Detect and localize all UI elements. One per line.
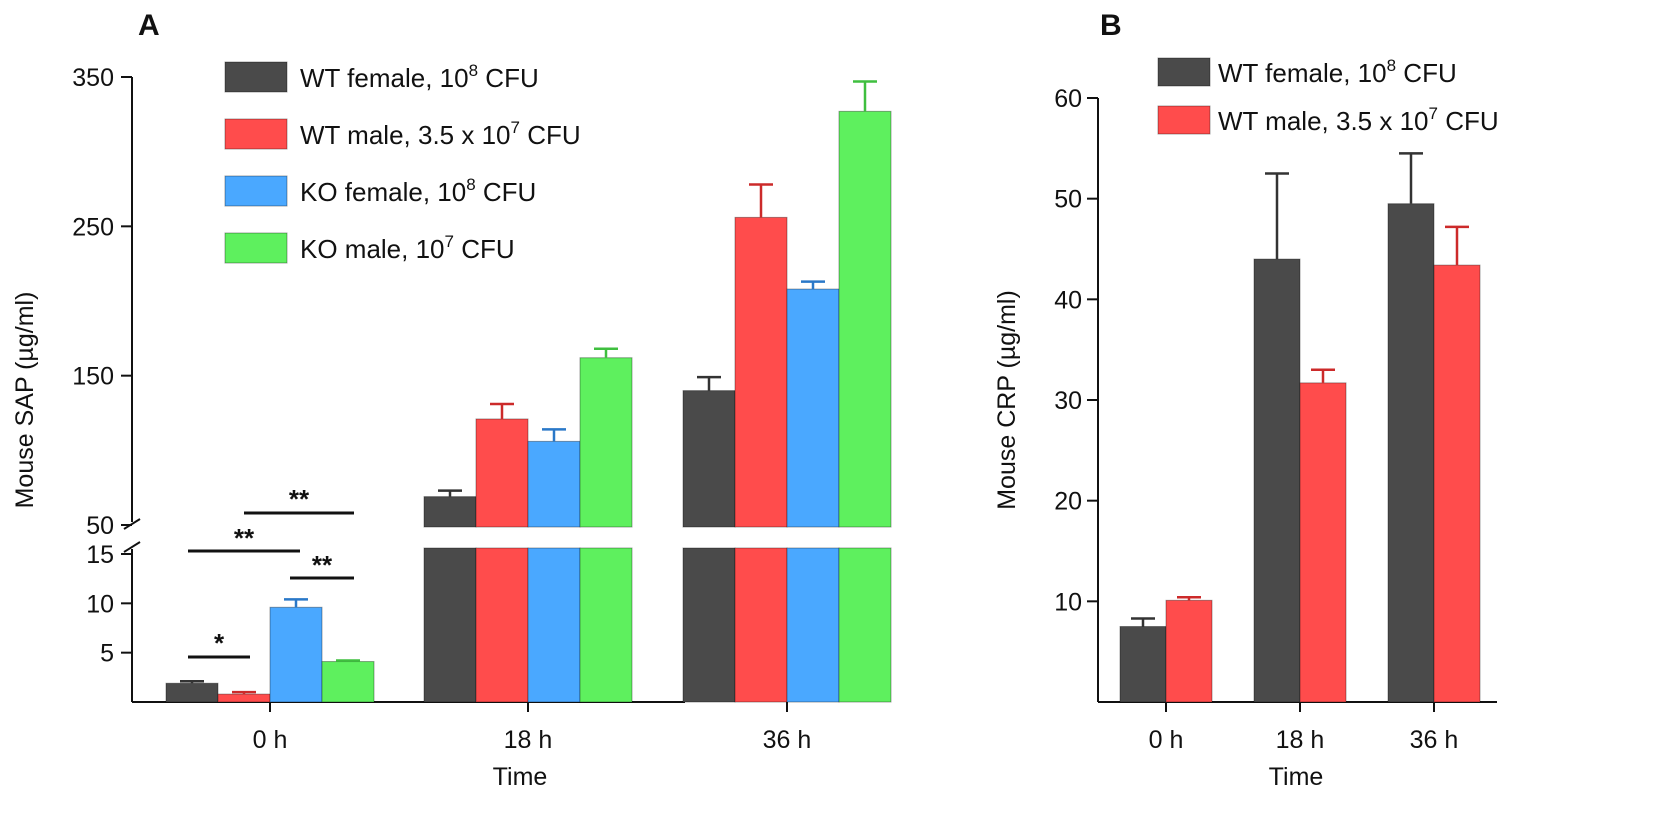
crp-errorbar-wt-male-36-h: [1445, 225, 1469, 266]
panel-a-ytick-label: 50: [86, 512, 114, 540]
errorbar-wt-male-18-h: [490, 402, 514, 419]
panel-b-ytick-label: 30: [1054, 387, 1082, 415]
panel-b-legend-swatch-wt-female: [1157, 57, 1211, 87]
bar-wt-female-0-h: [165, 682, 219, 703]
panel-b-ytick-label: 50: [1054, 186, 1082, 214]
bar-ko-male-18-h-lower: [579, 547, 633, 703]
bar-ko-female-18-h-upper: [527, 440, 581, 528]
panel-b-ytick-label: 20: [1054, 488, 1082, 516]
panel-b-ytick-label: 10: [1054, 588, 1082, 616]
bar-wt-female-36-h-upper: [682, 390, 736, 528]
crp-errorbar-wt-male-18-h: [1311, 368, 1335, 383]
bar-wt-female-18-h-lower: [423, 547, 477, 703]
errorbar-ko-female-0-h: [284, 598, 308, 608]
panel-a-xtick-label: 36 h: [763, 726, 812, 754]
bar-wt-female-36-h-lower: [682, 547, 736, 703]
panel-a-ytick-label: 5: [100, 640, 114, 668]
bar-ko-female-36-h-lower: [786, 547, 840, 703]
legend-swatch-ko-male: [224, 232, 288, 264]
crp-errorbar-wt-female-36-h: [1399, 152, 1423, 204]
panel-a-label: A: [138, 9, 160, 42]
panel-b-ylabel: Mouse CRP (µg/ml): [993, 290, 1021, 510]
panel-b-xlabel: Time: [1269, 763, 1324, 791]
panel-a-xlabel: Time: [493, 763, 548, 791]
significance-marker: **: [312, 550, 333, 580]
panel-b-legend-swatch-wt-male: [1157, 105, 1211, 135]
errorbar-ko-male-36-h: [853, 80, 877, 112]
crp-bar-wt-male-0-h: [1165, 599, 1213, 703]
errorbar-ko-male-18-h: [594, 347, 618, 358]
panel-b-ytick-label: 40: [1054, 286, 1082, 314]
legend-label-wt-female: WT female, 108 CFU: [300, 61, 539, 93]
bar-wt-male-36-h-upper: [734, 216, 788, 528]
errorbar-wt-male-36-h: [749, 183, 773, 218]
bar-wt-male-36-h-lower: [734, 547, 788, 703]
errorbar-wt-female-0-h: [180, 680, 204, 684]
panel-a-ylabel: Mouse SAP (µg/ml): [11, 292, 39, 509]
significance-marker: **: [234, 523, 255, 553]
errorbar-wt-female-36-h: [697, 375, 721, 391]
errorbar-wt-male-0-h: [232, 690, 256, 695]
legend-label-wt-male: WT male, 3.5 x 107 CFU: [300, 118, 581, 150]
panel-a-xtick-label: 18 h: [504, 726, 553, 754]
panel-a-axis-break-mark: [123, 518, 141, 553]
significance-marker: *: [214, 628, 225, 658]
errorbar-ko-female-36-h: [801, 280, 825, 290]
panel-a-ytick-label: 250: [72, 213, 114, 241]
panel-a-ytick-label: 15: [86, 541, 114, 569]
panel-b-xtick-label: 0 h: [1149, 726, 1184, 754]
panel-a-ytick-label: 350: [72, 64, 114, 92]
crp-bar-wt-male-36-h: [1433, 264, 1481, 703]
bar-ko-male-36-h-upper: [838, 110, 892, 528]
crp-errorbar-wt-female-0-h: [1131, 617, 1155, 627]
legend-swatch-ko-female: [224, 175, 288, 207]
panel-a-ytick-label: 150: [72, 363, 114, 391]
panel-a-xtick-label: 0 h: [253, 726, 288, 754]
panel-b-xtick-label: 18 h: [1276, 726, 1325, 754]
panel-a-ytick-label: 10: [86, 590, 114, 618]
legend-label-ko-male: KO male, 107 CFU: [300, 232, 515, 264]
bar-ko-male-18-h-upper: [579, 357, 633, 528]
legend-swatch-wt-female: [224, 61, 288, 93]
bar-wt-male-18-h-upper: [475, 418, 529, 528]
bar-wt-male-18-h-lower: [475, 547, 529, 703]
crp-bar-wt-female-18-h: [1253, 258, 1301, 703]
crp-bar-wt-female-36-h: [1387, 203, 1435, 703]
bar-wt-female-18-h-upper: [423, 496, 477, 528]
panel-b-legend-label-wt-male: WT male, 3.5 x 107 CFU: [1218, 104, 1499, 136]
bar-wt-male-0-h: [217, 693, 271, 703]
bar-ko-female-36-h-upper: [786, 288, 840, 528]
crp-errorbar-wt-male-0-h: [1177, 596, 1201, 601]
legend-label-ko-female: KO female, 108 CFU: [300, 175, 536, 207]
panel-b-ytick-label: 60: [1054, 85, 1082, 113]
crp-errorbar-wt-female-18-h: [1265, 172, 1289, 260]
crp-bar-wt-female-0-h: [1119, 626, 1167, 703]
panel-b-label: B: [1100, 9, 1122, 42]
significance-marker: **: [289, 484, 310, 514]
legend-swatch-wt-male: [224, 118, 288, 150]
bar-ko-male-36-h-lower: [838, 547, 892, 703]
panel-b-plot: 10 20 30 40 50 60 0 h 18 h 36 h WT female, 108 CF…: [1054, 56, 1498, 754]
crp-bar-wt-male-18-h: [1299, 382, 1347, 703]
bar-ko-female-18-h-lower: [527, 547, 581, 703]
bar-ko-male-0-h: [321, 661, 375, 703]
errorbar-ko-female-18-h: [542, 428, 566, 442]
errorbar-ko-male-0-h: [336, 659, 360, 662]
bar-ko-female-0-h: [269, 606, 323, 703]
errorbar-wt-female-18-h: [438, 489, 462, 497]
panel-b-legend-label-wt-female: WT female, 108 CFU: [1218, 56, 1457, 88]
panel-b-xtick-label: 36 h: [1410, 726, 1459, 754]
